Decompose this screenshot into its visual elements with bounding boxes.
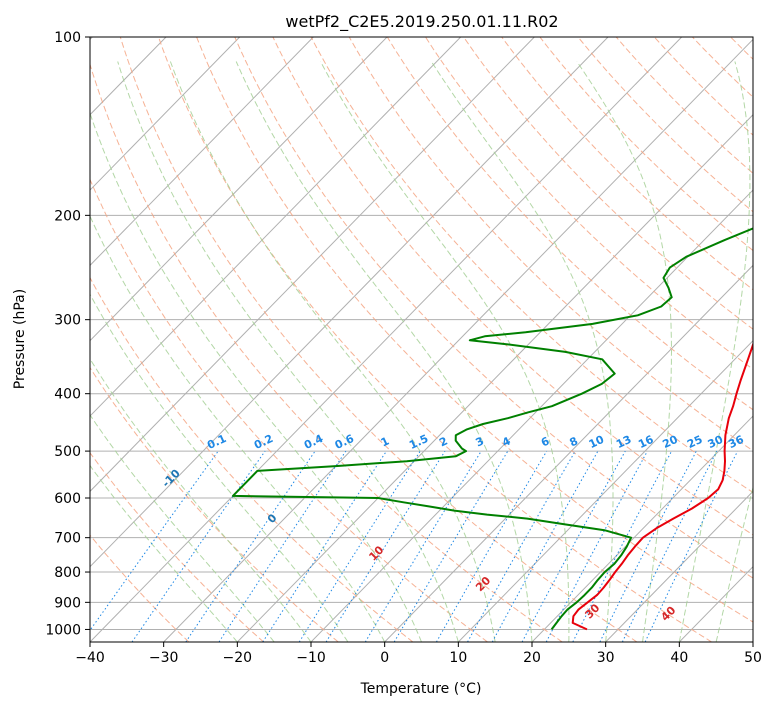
dry-adiabat <box>90 534 190 642</box>
sounding-series <box>231 227 753 631</box>
moist-adiabat <box>90 111 422 642</box>
grid-layer <box>90 37 753 642</box>
y-tick-label: 1000 <box>45 622 81 638</box>
y-axis-label: Pressure (hPa) <box>12 289 28 389</box>
mixing-ratio-label: 36 <box>726 433 746 451</box>
mixing-ratio-line <box>621 450 718 642</box>
dry-adiabat <box>119 37 638 642</box>
moist-adiabats <box>90 61 753 642</box>
mixing-ratio-line <box>131 450 266 642</box>
mixing-ratio-label: 16 <box>636 433 656 451</box>
dry-adiabat <box>90 62 563 642</box>
isotherm-gridline <box>236 114 753 642</box>
mixing-ratio-label: 30 <box>706 433 726 451</box>
dry-adiabat <box>310 37 753 494</box>
plot-area: 0.10.20.40.611.52346810131620253036-100-… <box>90 37 753 642</box>
x-tick-label: 50 <box>744 650 762 666</box>
mixing-ratio-label: 20 <box>660 433 680 451</box>
x-tick-label: −40 <box>75 650 105 666</box>
moist-adiabat <box>90 414 275 642</box>
x-tick-label: −30 <box>149 650 179 666</box>
moist-adiabat <box>90 214 386 642</box>
isotherm-gridline <box>384 264 753 642</box>
mixing-ratio-line <box>298 450 421 642</box>
isotherm-gridline <box>605 490 753 642</box>
mixing-ratio-line <box>491 450 599 642</box>
x-tick-label: −10 <box>296 650 326 666</box>
dry-adiabat <box>234 37 753 579</box>
mixing-ratio-line <box>218 450 347 642</box>
moist-adiabat <box>90 293 349 642</box>
mixing-ratio-label: 25 <box>685 433 704 451</box>
dry-adiabat <box>158 37 712 642</box>
moist-adiabat <box>235 61 533 642</box>
y-tick-label: 900 <box>54 595 81 611</box>
y-tick-label: 800 <box>54 565 81 581</box>
y-tick-label: 600 <box>54 491 81 507</box>
x-tick-label: 20 <box>523 650 541 666</box>
mixing-ratio-line <box>545 450 648 642</box>
moist-adiabat <box>117 61 459 642</box>
isotherm-gridline <box>90 37 388 342</box>
dry-adiabat <box>90 276 414 642</box>
isotherm-gridline <box>90 37 535 493</box>
isotherm-gridline <box>457 339 753 642</box>
mixing-ratio-line <box>467 450 576 642</box>
isopleth-labels: 0.10.20.40.611.52346810131620253036-100-… <box>160 432 747 624</box>
y-tick-label: 400 <box>54 387 81 403</box>
dry-adiabat <box>272 37 753 536</box>
y-tick-label: 500 <box>54 444 81 460</box>
dry-adiabat <box>90 366 339 642</box>
mixing-ratio-line <box>599 450 697 642</box>
isotherm-gridline <box>90 37 683 642</box>
isotherm-gridline <box>90 37 241 191</box>
moist-adiabat <box>320 61 570 642</box>
mixing-ratio-lines <box>90 450 739 642</box>
x-tick-label: 30 <box>597 650 615 666</box>
moist-adiabat <box>90 464 238 642</box>
isotherm-gridline <box>163 38 753 642</box>
x-tick-label: −20 <box>223 650 253 666</box>
x-tick-label: 10 <box>449 650 467 666</box>
moist-adiabat <box>90 357 312 642</box>
mixing-ratio-line <box>521 450 626 642</box>
dry-adiabats <box>90 37 753 642</box>
temperature-profile <box>571 341 753 631</box>
mixing-ratio-line <box>262 450 387 642</box>
y-tick-label: 200 <box>54 208 81 224</box>
x-axis: −40 −30 −20 −10 0 10 20 30 40 50 <box>75 642 762 666</box>
dry-adiabat <box>386 37 753 411</box>
isotherm-gridline <box>90 37 609 568</box>
mixing-ratio-label: 13 <box>614 433 633 451</box>
y-tick-label: 700 <box>54 531 81 547</box>
isotherm-gridline <box>531 415 753 642</box>
moist-adiabat <box>430 61 614 642</box>
isotherm-gridline <box>90 37 462 417</box>
y-tick-label: 300 <box>54 313 81 329</box>
y-tick-label: 100 <box>54 30 81 46</box>
x-tick-label: 0 <box>380 650 389 666</box>
mixing-ratio-label: 10 <box>587 433 607 451</box>
dry-adiabat <box>425 37 753 370</box>
x-axis-label: Temperature (°C) <box>360 681 482 697</box>
moist-adiabat <box>169 61 496 642</box>
plot-frame <box>89 36 754 643</box>
moist-adiabat <box>678 61 751 642</box>
mixing-ratio-line <box>90 450 219 632</box>
chart-title: wetPf2_C2E5.2019.250.01.11.R02 <box>285 12 558 32</box>
mixing-ratio-line <box>185 450 316 642</box>
mixing-ratio-line <box>364 450 482 642</box>
dewpoint-profile <box>231 227 753 631</box>
dry-adiabat <box>501 37 753 291</box>
isotherm-gridline <box>90 37 314 267</box>
x-tick-label: 40 <box>670 650 688 666</box>
y-axis: 100 200 300 400 500 600 700 800 900 1000 <box>45 30 90 638</box>
